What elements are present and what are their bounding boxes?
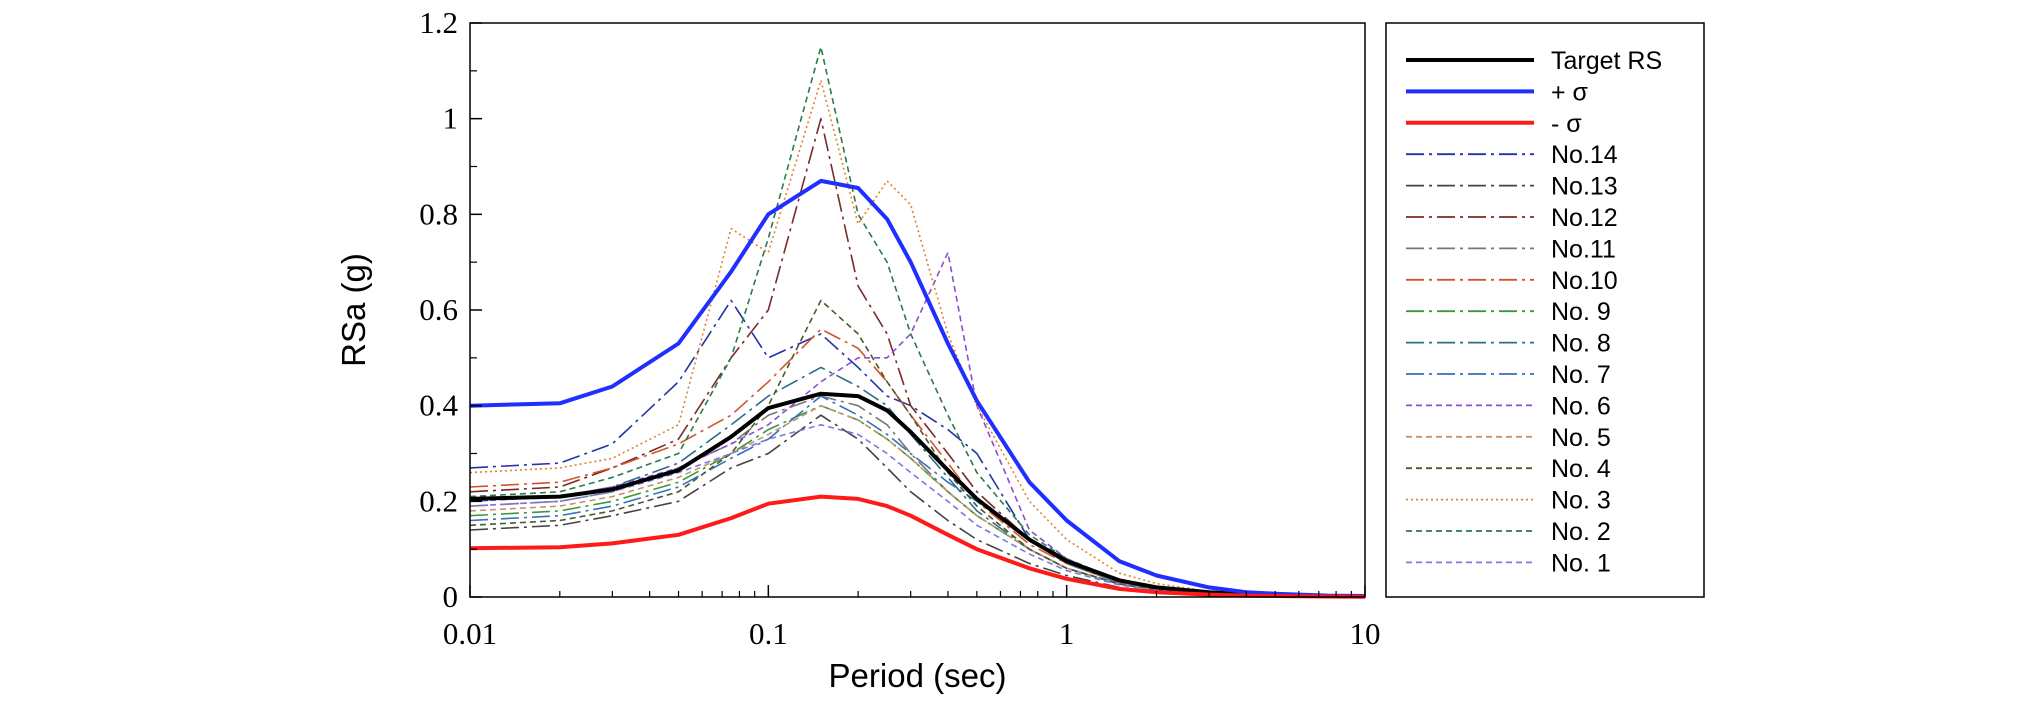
legend-label: + σ [1551,78,1589,106]
y-tick-label: 1 [443,101,459,136]
legend-label: No. 7 [1551,361,1611,389]
y-tick-label: 0.4 [419,388,458,423]
legend-label: No. 1 [1551,549,1611,577]
legend-label: - σ [1551,110,1582,138]
series-line-13 [469,404,1366,598]
legend-label: No.12 [1551,204,1618,232]
x-axis-label: Period (sec) [829,657,1007,694]
y-tick-label: 0.2 [419,483,458,518]
legend-box [1385,22,1705,598]
legend-label: No.14 [1551,141,1618,169]
series-line-2 [469,178,1366,598]
legend-label: Target RS [1551,47,1662,75]
legend-label: No. 4 [1551,455,1611,483]
legend: Target RS + σ - σ No.14 No.13 No.12 No.11 No.10… [1406,47,1662,577]
y-tick-label: 0.6 [419,292,458,327]
x-tick-label: 1 [1059,616,1075,651]
legend-label: No. 3 [1551,487,1611,515]
y-tick-label: 1.2 [419,5,458,40]
legend-label: No. 6 [1551,392,1611,420]
legend-label: No. 8 [1551,330,1611,358]
legend-label: No.11 [1551,235,1616,263]
x-tick-label: 0.01 [443,616,497,651]
legend-label: No.13 [1551,173,1618,201]
y-tick-label: 0 [443,579,459,614]
series-line-3 [469,494,1366,599]
x-tick-label: 10 [1350,616,1381,651]
y-tick-label: 0.8 [419,196,458,231]
series-layer [469,46,1366,599]
y-axis-label: RSa (g) [335,253,372,367]
legend-label: No.10 [1551,267,1618,295]
tick-layer: 0 0.2 0.4 0.6 0.8 1 1.2 0.01 0.1 1 10 [419,5,1380,651]
x-tick-label: 0.1 [749,616,788,651]
legend-label: No. 9 [1551,298,1611,326]
legend-label: No. 5 [1551,424,1611,452]
legend-label: No. 2 [1551,518,1611,546]
